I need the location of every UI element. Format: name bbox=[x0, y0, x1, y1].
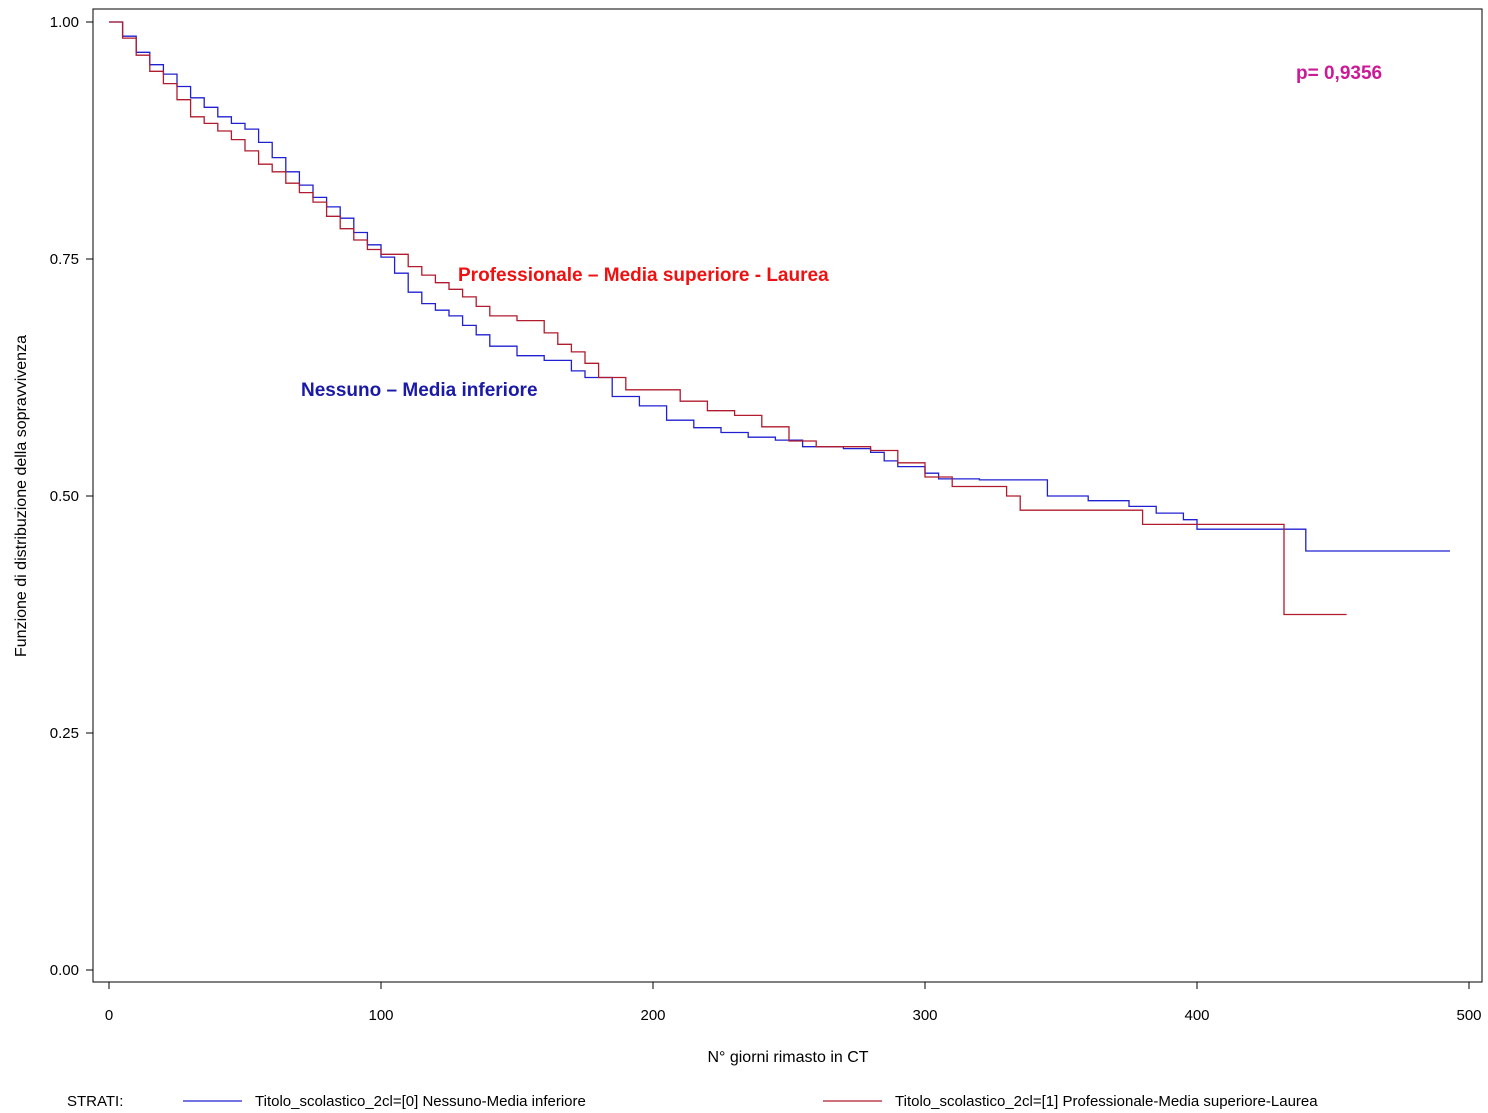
y-tick-label: 0.50 bbox=[50, 488, 79, 505]
x-tick-label: 100 bbox=[368, 1007, 393, 1024]
legend-label-series-1: Titolo_scolastico_2cl=[1] Professionale-… bbox=[895, 1093, 1318, 1110]
axes: 0 100 200 300 400 500 0.00 0.25 0.50 0.75 1.00 bbox=[50, 14, 1482, 1024]
annotation-series-1: Professionale – Media superiore - Laurea bbox=[458, 265, 829, 286]
y-tick-label: 0.00 bbox=[50, 962, 79, 979]
p-value-label: p= 0,9356 bbox=[1296, 63, 1382, 84]
x-tick-label: 400 bbox=[1184, 1007, 1209, 1024]
legend-title: STRATI: bbox=[67, 1093, 123, 1110]
y-tick-label: 1.00 bbox=[50, 14, 79, 31]
x-tick-label: 500 bbox=[1456, 1007, 1481, 1024]
x-axis-title: N° giorni rimasto in CT bbox=[707, 1049, 868, 1066]
y-tick-label: 0.25 bbox=[50, 725, 79, 742]
series-1-curve bbox=[109, 22, 1347, 615]
x-tick-label: 200 bbox=[640, 1007, 665, 1024]
legend: STRATI: Titolo_scolastico_2cl=[0] Nessun… bbox=[67, 1093, 1318, 1110]
plot-frame bbox=[93, 9, 1482, 982]
series-lines bbox=[109, 22, 1450, 615]
legend-label-series-0: Titolo_scolastico_2cl=[0] Nessuno-Media … bbox=[255, 1093, 586, 1110]
x-tick-label: 300 bbox=[912, 1007, 937, 1024]
series-0-curve bbox=[109, 22, 1450, 551]
y-axis-title: Funzione di distribuzione della sopravvi… bbox=[13, 335, 30, 657]
y-tick-label: 0.75 bbox=[50, 251, 79, 268]
x-tick-label: 0 bbox=[105, 1007, 113, 1024]
annotation-series-0: Nessuno – Media inferiore bbox=[301, 380, 538, 401]
